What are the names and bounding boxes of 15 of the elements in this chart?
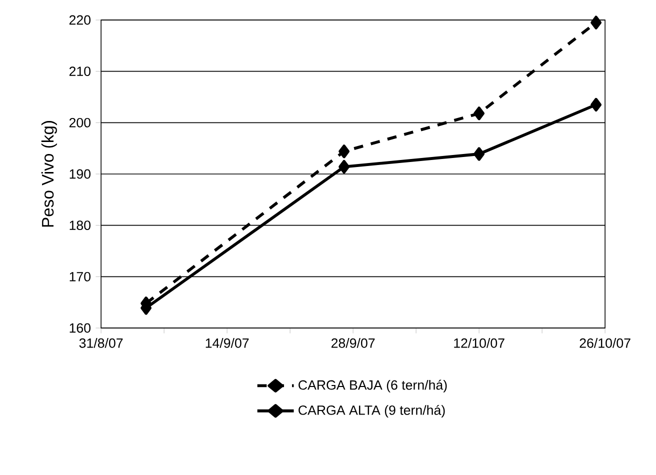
y-tick-label: 200: [69, 118, 91, 128]
x-tick-label: 31/8/07: [79, 338, 123, 348]
legend-label: CARGA ALTA (9 tern/há): [298, 404, 445, 418]
y-tick-label: 170: [70, 272, 91, 282]
y-tick-label: 160: [70, 323, 91, 333]
y-tick-label: 190: [70, 169, 91, 179]
x-tick-label: 28/9/07: [331, 338, 375, 348]
legend-label: CARGA BAJA (6 tern/há): [298, 380, 447, 392]
y-tick-label: 210: [69, 66, 91, 76]
x-tick-label: 26/10/07: [580, 338, 630, 348]
y-tick-label: 180: [70, 220, 91, 230]
x-tick-label: 14/9/07: [206, 338, 249, 348]
y-tick-label: 220: [69, 15, 91, 25]
x-tick-label: 12/10/07: [454, 338, 504, 348]
y-axis-title: Peso Vivo (kg): [41, 121, 57, 227]
